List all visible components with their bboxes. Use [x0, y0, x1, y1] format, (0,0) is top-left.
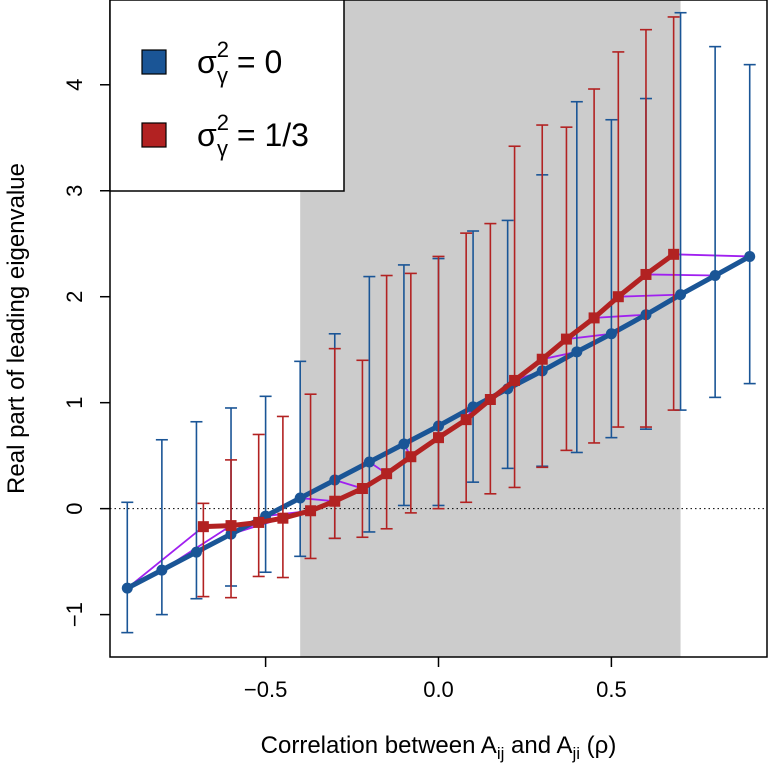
data-point — [294, 492, 306, 504]
data-point — [225, 520, 237, 532]
data-point — [460, 414, 472, 426]
x-tick-label: −0.5 — [244, 677, 287, 702]
data-point — [571, 346, 583, 358]
data-point — [305, 505, 317, 517]
data-point — [190, 546, 202, 558]
legend-box — [109, 0, 345, 192]
data-point — [612, 291, 624, 303]
data-point — [253, 516, 265, 528]
data-point — [121, 582, 133, 594]
data-point — [536, 353, 548, 365]
data-point — [484, 393, 496, 405]
legend-item-sigma-one-third: σ2 γ = 1/3 — [141, 110, 309, 161]
x-tick-label: 0.5 — [596, 677, 627, 702]
data-point — [605, 328, 617, 340]
y-axis-title: Real part of leading eigenvalue — [3, 163, 30, 494]
connector-line — [673, 253, 750, 258]
y-tick-label: 0 — [62, 503, 87, 515]
y-tick-label: 2 — [62, 291, 87, 303]
legend-label: σ2 γ = 0 — [197, 37, 282, 88]
y-tick-label: 3 — [62, 185, 87, 197]
connector-line — [126, 525, 204, 589]
data-point — [709, 270, 721, 282]
data-point — [588, 312, 600, 324]
y-tick-label: 1 — [62, 397, 87, 409]
data-point — [560, 333, 572, 345]
legend-label: σ2 γ = 1/3 — [197, 110, 309, 161]
data-point — [640, 268, 652, 280]
connector-line — [300, 497, 335, 503]
y-tick-label: −1 — [62, 602, 87, 627]
data-point — [509, 374, 521, 386]
series-layer — [121, 11, 756, 634]
connector-line — [566, 332, 612, 340]
legend-item-sigma-0: σ2 γ = 0 — [141, 37, 282, 88]
data-point — [668, 248, 680, 260]
x-axis-title: Correlation between Aij and Aji (ρ) — [261, 732, 617, 763]
data-point — [197, 521, 209, 533]
series-1 — [197, 16, 680, 599]
axes: −0.5 0.0 0.5 −1 0 1 2 3 4 — [62, 79, 627, 702]
data-point — [405, 451, 417, 463]
data-point — [277, 512, 289, 524]
data-point — [675, 289, 687, 301]
connector-line — [594, 313, 647, 319]
y-tick-label: 4 — [62, 79, 87, 91]
legend: σ2 γ = 0 σ2 γ = 1/3 — [109, 0, 345, 192]
legend-swatch — [141, 49, 167, 75]
connector-line — [618, 293, 681, 298]
data-point — [363, 456, 375, 468]
data-point — [433, 432, 444, 444]
data-point — [156, 564, 168, 576]
x-tick-label: 0.0 — [423, 677, 454, 702]
data-point — [744, 250, 756, 262]
data-point — [329, 495, 341, 507]
data-point — [356, 483, 368, 495]
data-point — [398, 438, 410, 450]
legend-swatch — [141, 122, 167, 148]
data-point — [381, 468, 393, 480]
